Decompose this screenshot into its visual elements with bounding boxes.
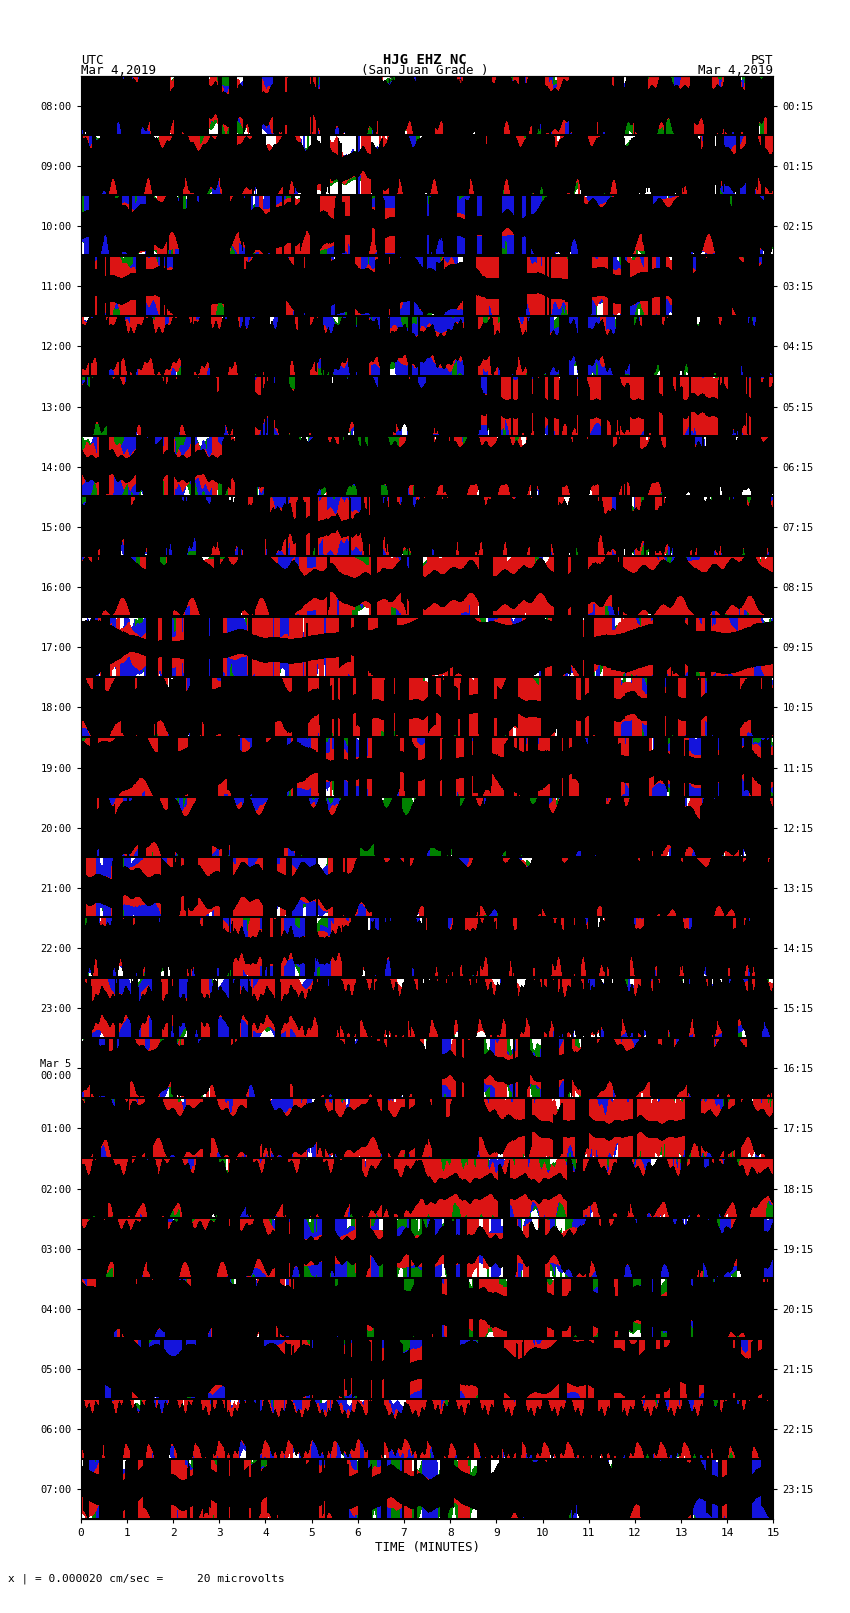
Text: (San Juan Grade ): (San Juan Grade ) xyxy=(361,65,489,77)
Text: x | = 0.000020 cm/sec =     20 microvolts: x | = 0.000020 cm/sec = 20 microvolts xyxy=(8,1573,286,1584)
Text: Mar 4,2019: Mar 4,2019 xyxy=(81,65,156,77)
X-axis label: TIME (MINUTES): TIME (MINUTES) xyxy=(375,1542,479,1555)
Text: UTC: UTC xyxy=(81,53,103,66)
Text: | = 0.000020 cm/sec: | = 0.000020 cm/sec xyxy=(361,76,489,87)
Text: PST: PST xyxy=(751,53,774,66)
Text: Mar 4,2019: Mar 4,2019 xyxy=(699,65,774,77)
Text: HJG EHZ NC: HJG EHZ NC xyxy=(383,53,467,66)
